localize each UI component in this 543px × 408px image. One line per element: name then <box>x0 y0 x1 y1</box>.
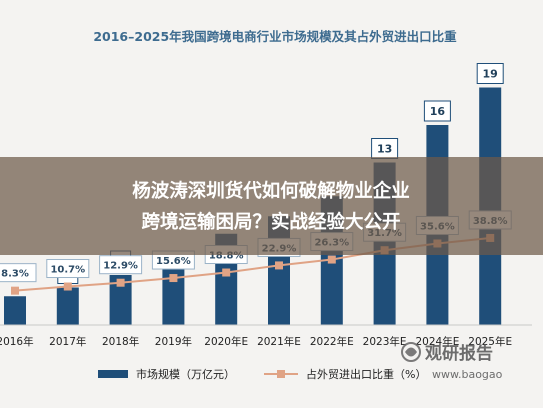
share-point-0 <box>11 286 19 295</box>
x-tick-7: 2023年E <box>363 335 407 348</box>
share-label-box-1 <box>46 259 90 279</box>
x-tick-2: 2018年 <box>102 335 139 348</box>
share-point-6 <box>327 255 336 264</box>
x-tick-5: 2021年E <box>257 335 301 348</box>
overlay-line-1: 杨波涛深圳货代如何破解物业企业 <box>132 180 410 202</box>
bar-3 <box>162 255 185 325</box>
bar-label-7: 13 <box>377 143 392 156</box>
legend-marker-line <box>277 370 285 378</box>
share-point-1 <box>63 282 72 291</box>
share-point-5 <box>275 261 283 270</box>
x-tick-3: 2019年 <box>155 335 192 348</box>
bar-label-8: 16 <box>430 105 446 118</box>
legend: 市场规模（万亿元） 占外贸进出口比重（%） <box>98 367 426 381</box>
x-tick-4: 2020年E <box>204 335 248 348</box>
bar-label-box-9 <box>476 63 504 84</box>
share-label-3: 15.6% <box>156 256 191 267</box>
watermark-logo-mark <box>405 347 417 357</box>
share-label-box-2 <box>99 255 143 275</box>
watermark-brand: 观研报告 <box>424 343 493 364</box>
x-tick-0: 2016年 <box>0 335 34 348</box>
x-tick-9: 2025年E <box>468 335 512 348</box>
legend-label-line: 占外贸进出口比重（%） <box>306 367 426 381</box>
share-label-4: 18.8% <box>209 251 244 262</box>
bar-1 <box>56 287 79 325</box>
watermark-site: www.baogao <box>432 368 503 381</box>
bar-2 <box>109 275 132 325</box>
share-point-2 <box>116 278 125 287</box>
bar-0 <box>4 296 26 325</box>
watermark: 观研报告 www.baogao <box>401 342 503 381</box>
chart-title: 2016–2025年我国跨境电商行业市场规模及其占外贸进出口比重 <box>93 29 457 44</box>
share-point-4 <box>222 268 231 277</box>
x-axis-ticks: 2016年 2017年 2018年 2019年 2020年E 2021年E 2022年E 20… <box>0 335 512 348</box>
x-tick-6: 2022年E <box>310 335 354 348</box>
share-label-0: 8.3% <box>1 269 29 280</box>
share-label-2: 12.9% <box>103 261 138 272</box>
share-label-box-0 <box>0 263 37 283</box>
bar-label-9: 19 <box>483 68 498 81</box>
bar-label-box-8 <box>423 100 451 122</box>
watermark-logo-icon <box>401 342 421 362</box>
share-point-3 <box>169 274 178 283</box>
overlay-line-2: 跨境运输困局？实战经验大公开 <box>141 211 400 233</box>
share-label-1: 10.7% <box>50 265 85 276</box>
legend-swatch-bar <box>98 370 128 378</box>
x-tick-1: 2017年 <box>49 335 86 348</box>
x-tick-8: 2024年E <box>415 335 459 348</box>
legend-label-bar: 市场规模（万亿元） <box>136 367 235 381</box>
overlay-banner <box>0 157 543 255</box>
